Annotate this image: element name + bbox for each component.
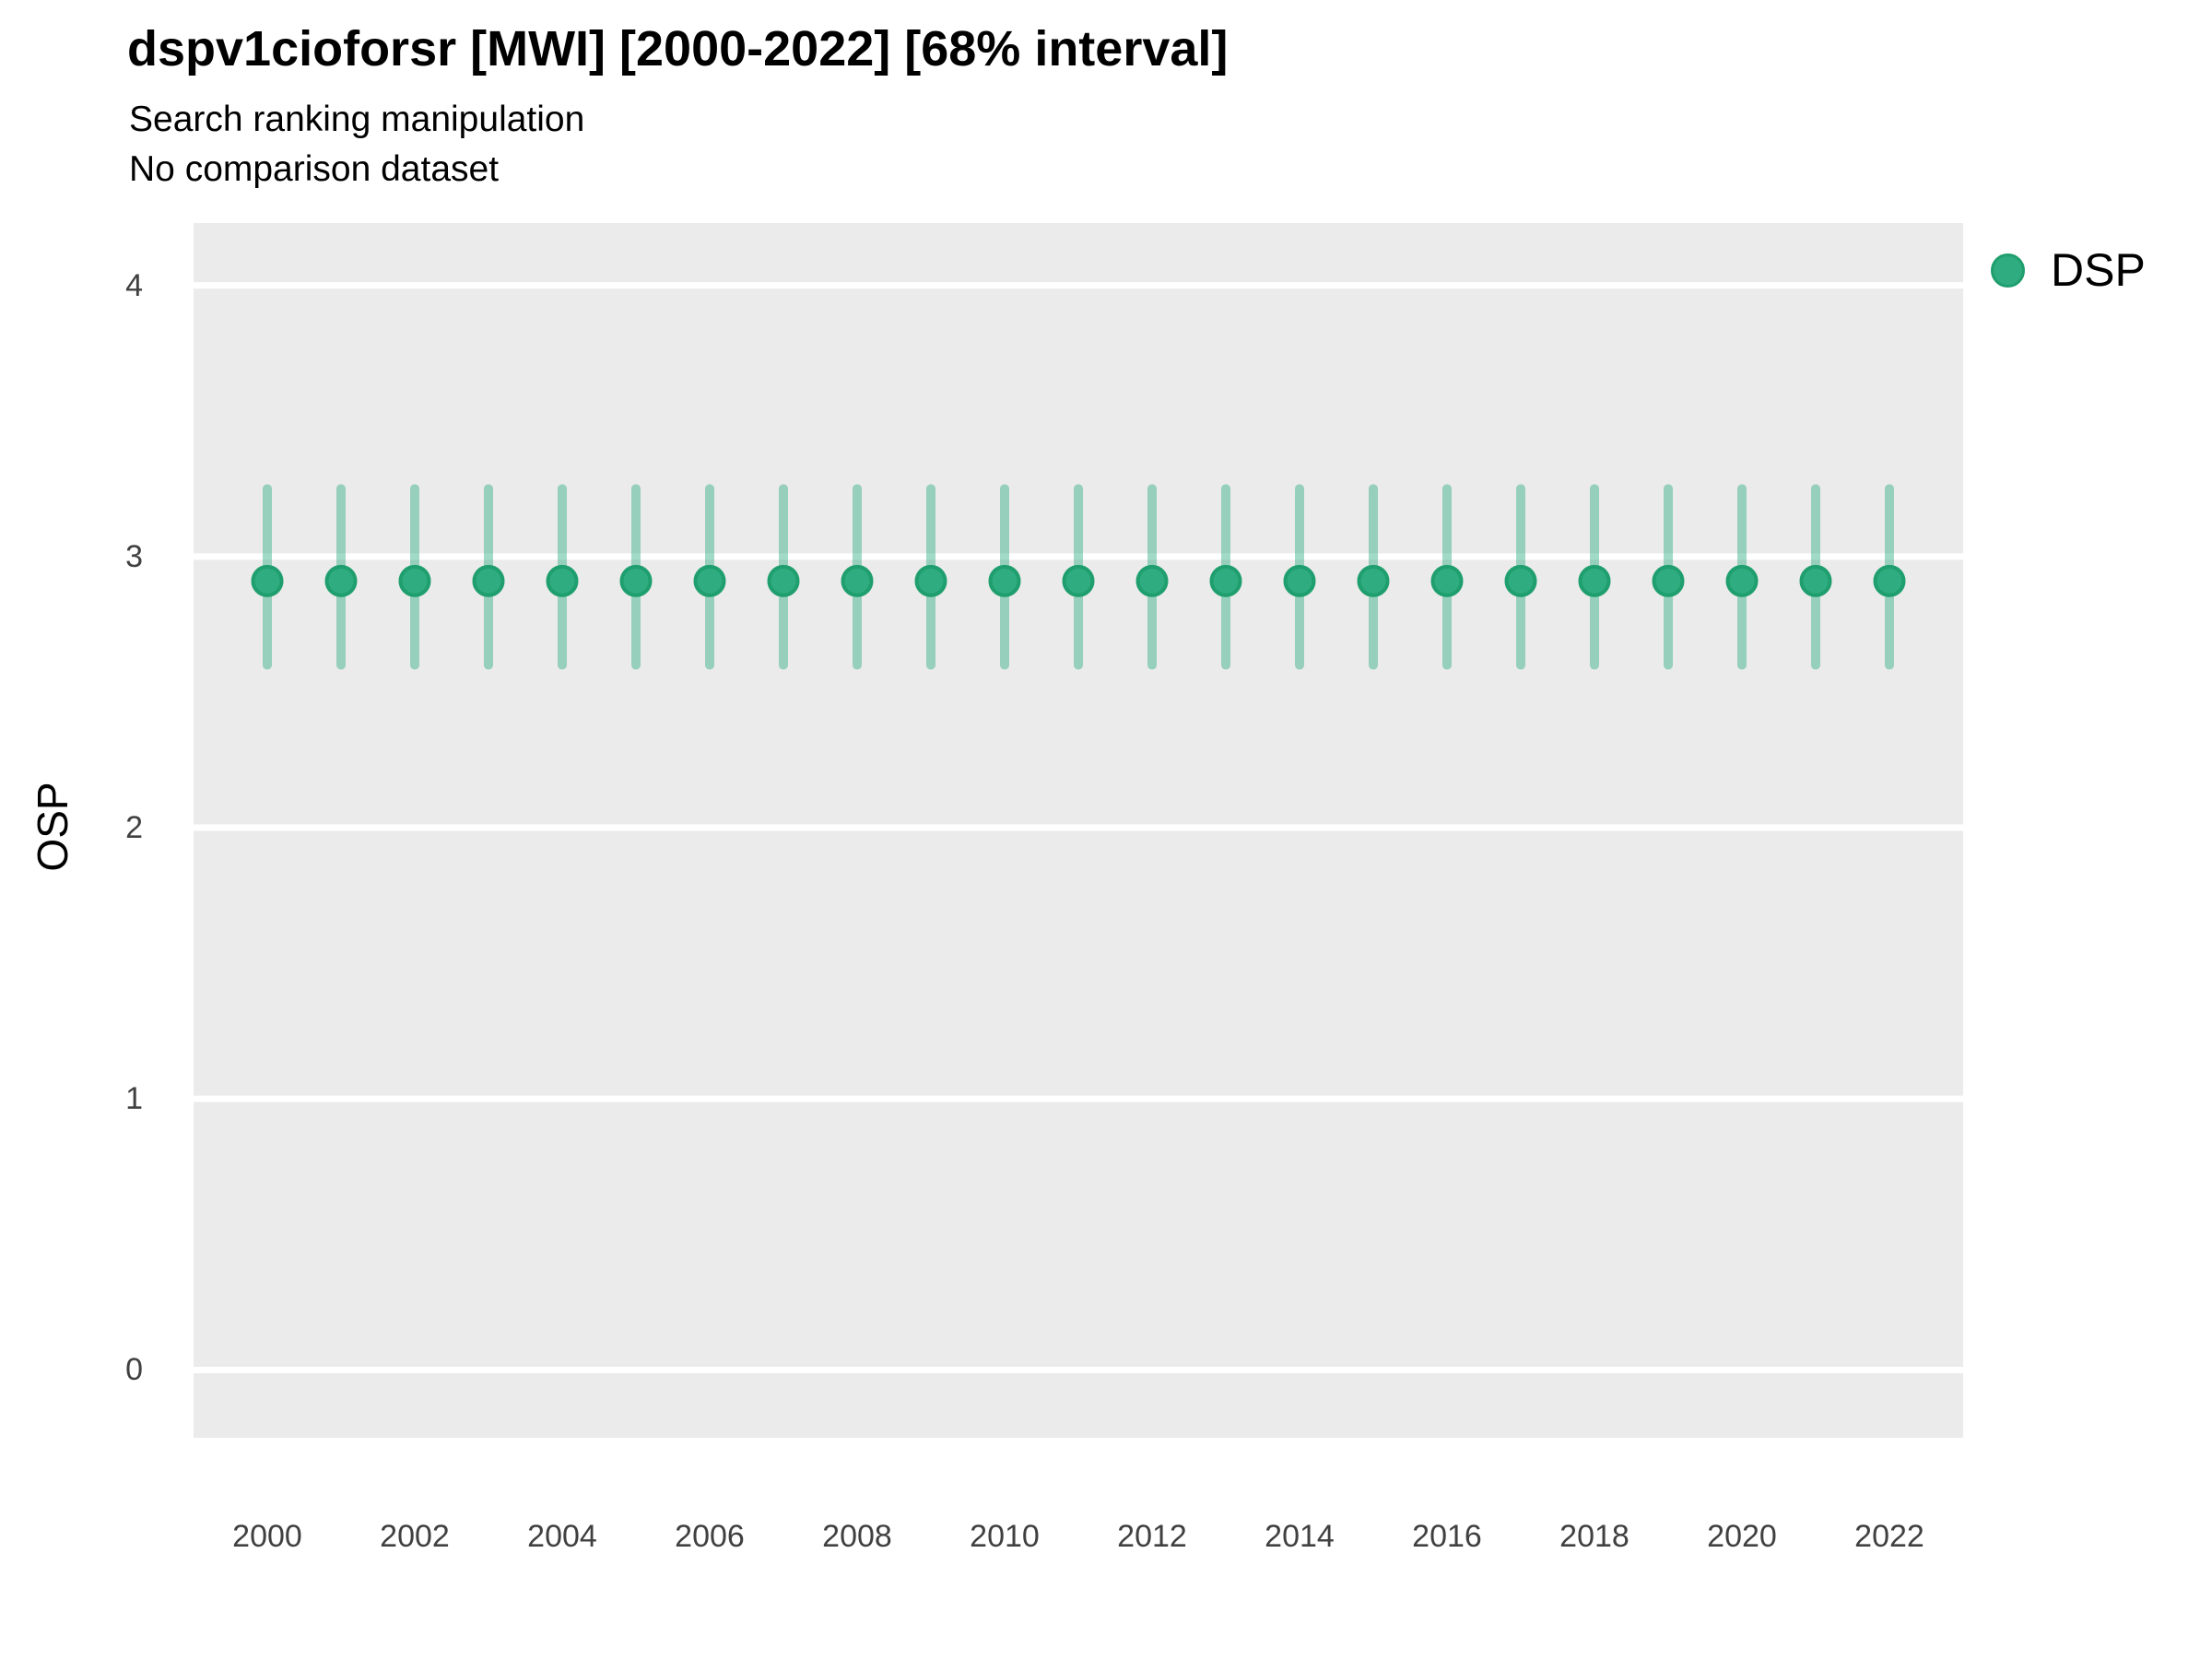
data-point (841, 564, 874, 597)
x-tick-label: 2016 (1412, 1519, 1482, 1554)
x-tick-label: 2006 (675, 1519, 745, 1554)
y-tick-label: 1 (125, 1081, 143, 1117)
y-tick-label: 2 (125, 810, 143, 846)
x-tick-label: 2002 (380, 1519, 450, 1554)
x-tick-label: 2020 (1707, 1519, 1777, 1554)
data-point (398, 564, 431, 597)
x-tick-label: 2018 (1559, 1519, 1630, 1554)
data-point (251, 564, 284, 597)
data-point (1135, 564, 1169, 597)
data-point (1209, 564, 1242, 597)
data-point (472, 564, 505, 597)
x-tick-label: 2022 (1854, 1519, 1924, 1554)
x-tick-label: 2010 (970, 1519, 1040, 1554)
data-point (1652, 564, 1685, 597)
data-point (1578, 564, 1611, 597)
x-tick-label: 2004 (527, 1519, 597, 1554)
x-tick-label: 2012 (1117, 1519, 1187, 1554)
x-tick-label: 2008 (822, 1519, 892, 1554)
data-point (1062, 564, 1095, 597)
data-point (1504, 564, 1537, 597)
chart-subtitle: Search ranking manipulation (129, 100, 585, 139)
data-point (1873, 564, 1906, 597)
legend-label: DSP (2051, 244, 2146, 296)
data-point (767, 564, 800, 597)
data-point (693, 564, 726, 597)
x-tick-label: 2000 (232, 1519, 302, 1554)
data-point (1799, 564, 1832, 597)
data-point (324, 564, 358, 597)
chart-note: No comparison dataset (129, 149, 500, 189)
y-tick-label: 0 (125, 1352, 143, 1388)
legend: DSP (1991, 247, 2146, 293)
data-point (1725, 564, 1759, 597)
legend-point-icon (1991, 253, 2025, 288)
data-point (914, 564, 947, 597)
chart-title: dspv1cioforsr [MWI] [2000-2022] [68% int… (127, 21, 1229, 76)
data-point (1283, 564, 1316, 597)
data-point (1357, 564, 1390, 597)
y-tick-label: 4 (125, 267, 143, 303)
data-point (1430, 564, 1464, 597)
data-point (546, 564, 579, 597)
y-tick-label: 3 (125, 538, 143, 574)
data-point (988, 564, 1021, 597)
data-point (619, 564, 653, 597)
x-tick-label: 2014 (1265, 1519, 1335, 1554)
